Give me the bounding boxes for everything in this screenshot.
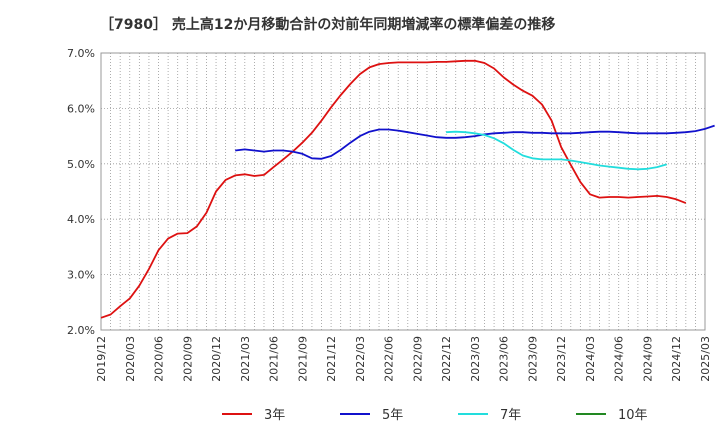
x-tick-label: 2022/09: [411, 336, 424, 382]
series-line-3年: [100, 59, 687, 319]
x-tick-label: 2019/12: [95, 336, 108, 382]
series-line-5年: [235, 124, 715, 160]
x-tick-label: 2022/06: [383, 336, 396, 382]
x-axis-ticks: 2019/12 2020/03 2020/06 2020/09 2020/12 2021/…: [95, 336, 712, 382]
x-tick-label: 2021/09: [296, 336, 309, 382]
y-tick-label: 4.0%: [67, 213, 95, 226]
x-tick-label: 2021/03: [239, 336, 252, 382]
y-tick-label: 2.0%: [67, 324, 95, 337]
x-tick-label: 2020/12: [210, 336, 223, 382]
y-tick-label: 5.0%: [67, 158, 95, 171]
plot-area: [100, 52, 706, 331]
legend-label: 7年: [500, 408, 521, 423]
legend-label: 5年: [382, 408, 403, 423]
x-tick-label: 2025/03: [699, 336, 712, 382]
chart-title: ［7980］ 売上高12か月移動合計の対前年同期増減率の標準偏差の推移: [100, 17, 556, 33]
legend-label: 3年: [264, 408, 285, 423]
x-tick-label: 2020/03: [124, 336, 137, 382]
y-tick-label: 6.0%: [67, 102, 95, 115]
x-tick-label: 2023/09: [526, 336, 539, 382]
y-tick-label: 3.0%: [67, 269, 95, 282]
x-tick-label: 2020/06: [153, 336, 166, 382]
x-tick-label: 2023/06: [498, 336, 511, 382]
x-tick-label: 2023/12: [555, 336, 568, 382]
x-tick-label: 2021/12: [325, 336, 338, 382]
legend: 3年 5年 7年 10年: [222, 408, 648, 423]
x-tick-label: 2024/06: [613, 336, 626, 382]
y-tick-label: 7.0%: [67, 47, 95, 60]
x-tick-label: 2021/06: [268, 336, 281, 382]
legend-label: 10年: [618, 408, 648, 423]
y-axis-ticks: 2.0% 3.0% 4.0% 5.0% 6.0% 7.0%: [67, 47, 95, 337]
x-tick-label: 2022/12: [440, 336, 453, 382]
x-tick-label: 2024/09: [641, 336, 654, 382]
x-tick-label: 2020/09: [181, 336, 194, 382]
series-lines: [100, 59, 715, 319]
x-tick-label: 2023/03: [469, 336, 482, 382]
x-tick-label: 2024/12: [670, 336, 683, 382]
x-tick-label: 2024/03: [584, 336, 597, 382]
x-tick-label: 2022/03: [354, 336, 367, 382]
grid: [101, 53, 705, 330]
series-line-7年: [446, 130, 667, 171]
